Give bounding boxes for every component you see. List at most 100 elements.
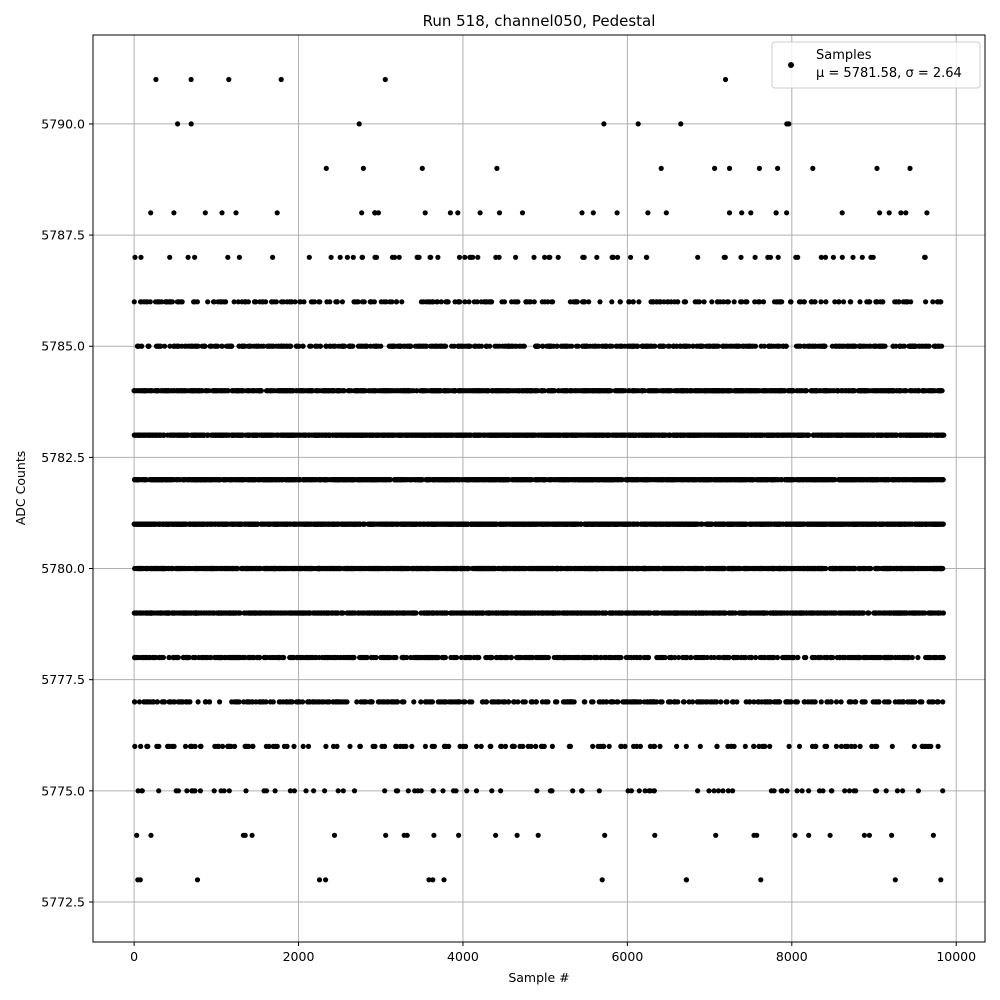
data-point	[598, 654, 604, 661]
data-point	[335, 610, 341, 616]
data-point	[792, 832, 798, 838]
data-point	[781, 610, 788, 616]
data-point	[920, 565, 926, 572]
data-point	[146, 654, 152, 661]
data-point	[681, 699, 687, 705]
data-point	[760, 610, 766, 616]
data-point	[246, 699, 252, 705]
data-point	[718, 699, 724, 705]
data-point	[794, 654, 801, 661]
data-point	[905, 565, 911, 572]
data-point	[207, 565, 213, 572]
data-point	[489, 610, 495, 616]
data-point	[320, 699, 327, 705]
data-point	[354, 699, 360, 705]
data-point	[811, 565, 817, 572]
data-point	[276, 654, 282, 661]
data-point	[246, 654, 252, 661]
data-point	[642, 788, 648, 794]
data-point	[515, 565, 521, 572]
data-point	[356, 610, 362, 616]
data-point	[726, 565, 733, 572]
data-point	[405, 788, 411, 794]
data-point	[508, 610, 514, 616]
data-point	[865, 610, 871, 616]
data-point	[522, 699, 528, 705]
data-point	[644, 565, 650, 572]
data-point	[841, 654, 847, 661]
data-point	[430, 877, 436, 883]
data-point	[431, 565, 437, 572]
data-point	[628, 565, 634, 572]
data-point	[450, 788, 457, 794]
data-point	[390, 565, 396, 572]
data-point	[910, 610, 916, 616]
data-point	[343, 565, 349, 572]
data-point	[890, 565, 897, 572]
data-point	[484, 654, 490, 661]
data-point	[339, 610, 345, 616]
data-point	[466, 699, 473, 705]
data-point	[935, 699, 941, 705]
data-point	[367, 610, 373, 616]
data-point	[898, 565, 905, 572]
data-point	[406, 610, 412, 616]
data-point	[175, 788, 181, 794]
data-point	[704, 654, 710, 661]
data-point	[277, 565, 283, 572]
data-point	[617, 654, 623, 661]
data-point	[763, 699, 769, 705]
data-point	[668, 699, 674, 705]
data-point	[854, 610, 860, 616]
data-point	[203, 699, 209, 705]
data-point	[559, 610, 565, 616]
data-point	[458, 654, 464, 661]
data-point	[250, 565, 256, 572]
data-point	[241, 699, 247, 705]
data-point	[935, 743, 941, 750]
data-point	[587, 565, 593, 572]
data-point	[784, 788, 790, 794]
data-point	[940, 788, 946, 794]
data-point	[672, 699, 678, 705]
data-point	[811, 654, 817, 661]
data-point	[894, 788, 901, 794]
data-point	[297, 565, 303, 572]
data-point	[148, 832, 154, 838]
data-point	[139, 788, 145, 794]
data-point	[790, 610, 796, 616]
data-point	[474, 743, 480, 750]
data-point	[699, 654, 705, 661]
data-point	[382, 788, 388, 794]
data-point	[808, 610, 814, 616]
data-point	[848, 743, 855, 750]
data-point	[720, 788, 726, 794]
data-point	[897, 654, 903, 661]
data-point	[462, 654, 468, 661]
data-point	[871, 610, 877, 616]
data-point	[154, 565, 160, 572]
data-point	[885, 565, 891, 572]
data-point	[518, 654, 525, 661]
data-point	[928, 743, 934, 750]
data-point	[291, 788, 297, 794]
data-point	[883, 788, 889, 794]
data-point	[420, 521, 426, 527]
data-point	[154, 743, 160, 750]
data-point	[737, 610, 743, 616]
data-point	[849, 610, 855, 616]
data-point	[184, 788, 190, 794]
data-point	[844, 610, 850, 616]
data-point	[412, 610, 419, 616]
data-point	[335, 788, 341, 794]
data-point	[272, 565, 278, 572]
data-point	[818, 699, 824, 705]
data-point	[300, 654, 306, 661]
data-point	[888, 610, 894, 616]
data-point	[239, 565, 245, 572]
data-point	[728, 610, 734, 616]
data-point	[242, 743, 248, 750]
data-point	[323, 877, 329, 883]
data-point	[779, 788, 785, 794]
data-point	[915, 654, 921, 661]
